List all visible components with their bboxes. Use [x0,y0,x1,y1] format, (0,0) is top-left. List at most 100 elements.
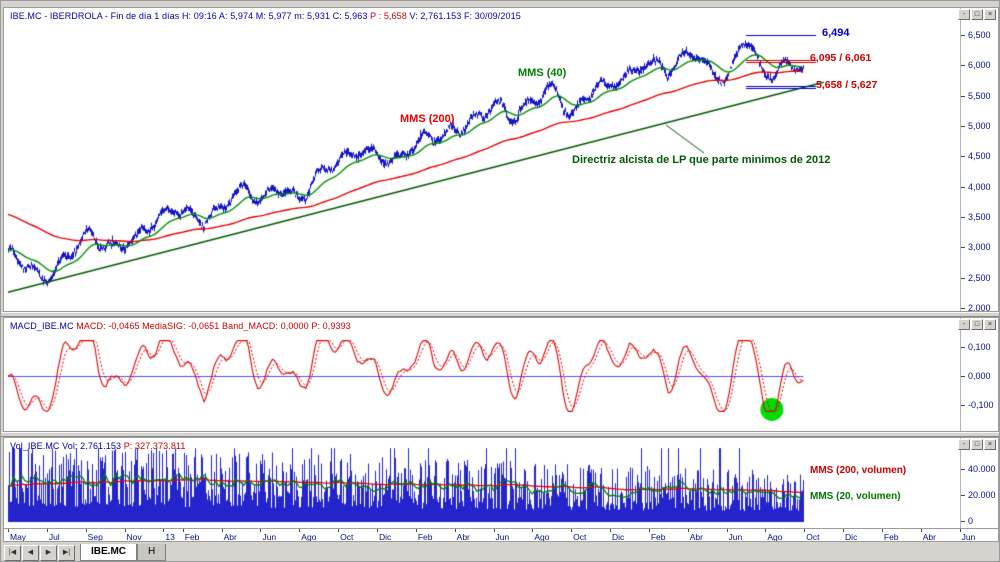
time-axis-label: Oct [573,532,587,542]
time-axis-tick-mark [726,529,728,532]
y-axis-tick-mark [961,156,965,158]
time-axis-label: Ago [767,532,783,542]
macd-header-p: P: 0,9393 [311,321,351,331]
close-button[interactable]: × [984,319,996,330]
y-axis-tick-label: 4,000 [968,181,991,192]
mms40-label[interactable]: MMS (40) [518,67,567,79]
volume-panel-window-controls: - □ × [958,439,996,450]
minimize-button[interactable]: - [958,319,970,330]
y-axis-tick-label: -0,100 [968,400,994,410]
sheet-tabs: IBE.MC H [80,544,167,561]
y-axis-tick-mark [961,347,965,348]
panel-splitter[interactable] [1,432,999,437]
y-axis-tick-label: 4,500 [968,151,991,162]
time-axis-label: Dic [378,532,392,542]
tab-h[interactable]: H [137,544,167,561]
volume-chart-plot[interactable] [4,438,960,528]
close-button[interactable]: × [984,9,996,20]
last-tab-button[interactable]: ▶| [58,544,75,561]
time-axis-tick-mark [182,529,184,532]
y-axis-tick-label: 5,000 [968,120,991,131]
time-axis-label: Feb [650,532,666,542]
maximize-button[interactable]: □ [971,9,983,20]
time-axis-label: Feb [417,532,433,542]
time-axis-tick-mark [163,529,165,532]
y-axis-tick-mark [961,308,965,309]
y-axis-tick-label: 3,000 [968,242,991,253]
time-axis-label: Nov [126,532,142,542]
minimize-button[interactable]: - [958,9,970,20]
volume-panel-header: Vol_IBE.MC Vol: 2.761.153 P: 327.373.811 [10,441,185,451]
mms200-label[interactable]: MMS (200) [400,113,455,125]
y-axis-tick-mark [961,376,965,377]
volume-header-name: Vol_IBE.MC [10,441,63,451]
y-axis-tick-label: 6,500 [968,29,991,40]
time-axis-label: Feb [184,532,200,542]
price-level-annotation-low[interactable]: 5,658 / 5,627 [816,79,878,91]
y-axis-tick-label: 0,000 [968,371,991,381]
volume-mms200-label[interactable]: MMS (200, volumen) [810,465,907,476]
time-axis-label: Jul [48,532,60,542]
time-axis-label: Abr [456,532,470,542]
time-axis-tick-mark [299,529,301,532]
time-axis-label: Dic [612,532,625,542]
time-axis-label: Abr [223,532,237,542]
time-axis-label: Abr [922,532,936,542]
time-axis-label: Feb [883,532,899,542]
time-axis[interactable]: May Jul Sep Nov 13 Feb Abr Jun Ago Oct Dic Feb Abr Ju… [3,529,999,542]
minimize-button[interactable]: - [958,439,970,450]
maximize-button[interactable]: □ [971,319,983,330]
sheet-tab-bar: |◀ ◀ ▶ ▶| IBE.MC H [1,542,999,561]
price-y-axis[interactable]: 6,500 6,000 5,500 5,000 4,500 4,000 3,500 3,000… [960,8,998,311]
trendline-label[interactable]: Directriz alcista de LP que parte minimo… [572,154,831,166]
volume-panel: Vol_IBE.MC Vol: 2.761.153 P: 327.373.811… [3,437,999,529]
y-axis-tick-mark [961,95,965,97]
macd-panel-header: MACD_IBE.MC MACD: -0,0465 MediaSIG: -0,0… [10,321,351,331]
time-axis-tick-mark [648,529,650,532]
time-axis-tick-mark [46,529,48,532]
time-axis-label: Jun [262,532,277,542]
prev-tab-button[interactable]: ◀ [22,544,39,561]
price-panel-header: IBE.MC - IBERDROLA - Fin de día 1 días H… [10,11,521,21]
price-chart-plot[interactable] [4,8,960,311]
macd-header-values: MACD: -0,0465 MediaSIG: -0,0651 Band_MAC… [76,321,312,331]
y-axis-tick-label: 2,500 [968,272,991,283]
macd-y-axis[interactable]: 0,100 0,000 -0,100 [960,318,998,431]
macd-chart-plot[interactable] [4,318,960,431]
tab-navigation-buttons: |◀ ◀ ▶ ▶| [4,544,75,561]
time-axis-label: Jun [961,532,976,542]
next-tab-button[interactable]: ▶ [40,544,57,561]
time-axis-tick-mark [338,529,340,532]
price-level-annotation-mid[interactable]: 6,095 / 6,061 [810,52,872,64]
close-button[interactable]: × [984,439,996,450]
tab-ibe-mc[interactable]: IBE.MC [80,544,137,561]
time-axis-label: 13 [165,532,175,542]
time-axis-tick-mark [493,529,495,532]
y-axis-tick-label: 40.000 [968,464,996,474]
time-axis-tick-mark [959,529,961,532]
y-axis-tick-mark [961,34,965,36]
first-tab-button[interactable]: |◀ [4,544,21,561]
maximize-button[interactable]: □ [971,439,983,450]
volume-y-axis[interactable]: 40.000 20.000 0 [960,438,998,528]
y-axis-tick-label: 5,500 [968,90,991,101]
y-axis-tick-mark [961,247,965,249]
volume-mms20-label[interactable]: MMS (20, volumen) [810,491,901,502]
panel-splitter[interactable] [1,312,999,317]
time-axis-label: Sep [87,532,103,542]
y-axis-tick-mark [961,277,965,279]
time-axis-label: Jun [728,532,743,542]
y-axis-tick-label: 6,000 [968,60,991,71]
price-header-volume-date: V: 2,761.153 F: 30/09/2015 [406,11,521,21]
price-level-annotation-high[interactable]: 6,494 [822,27,850,39]
time-axis-tick-mark [920,529,922,532]
time-axis-tick-mark [571,529,573,532]
time-axis-tick-mark [376,529,378,532]
time-axis-tick-mark [260,529,262,532]
y-axis-tick-label: 20.000 [968,490,996,500]
macd-header-name: MACD_IBE.MC [10,321,77,331]
y-axis-tick-mark [961,469,965,470]
time-axis-tick-mark [881,529,883,532]
time-axis-tick-mark [610,529,612,532]
